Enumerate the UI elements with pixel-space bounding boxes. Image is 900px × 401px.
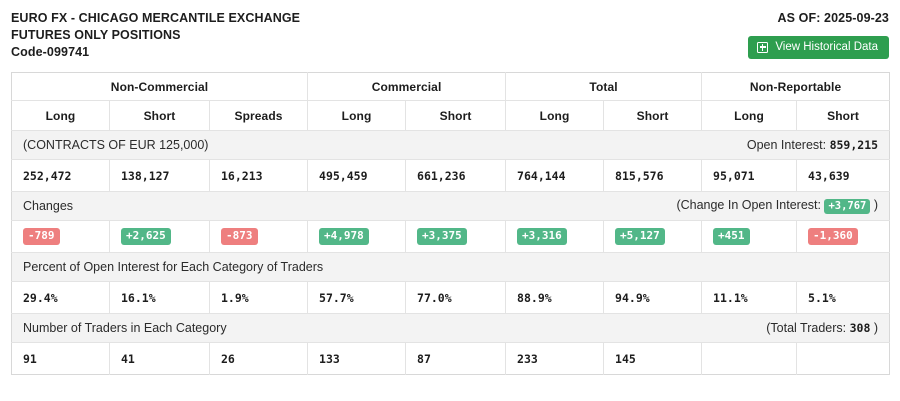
percent-cell-5: 88.9% xyxy=(505,281,605,314)
column-header-row: Long Short Spreads Long Short Long Short… xyxy=(11,100,890,131)
positions-cell-3: 495,459 xyxy=(307,159,407,192)
traders-cell-8 xyxy=(796,342,890,375)
percent-cell-7: 11.1% xyxy=(701,281,798,314)
as-of-date: AS OF: 2025-09-23 xyxy=(777,11,889,25)
change-badge-0: -789 xyxy=(23,228,60,245)
view-historical-data-button[interactable]: View Historical Data xyxy=(748,36,889,59)
positions-cell-6: 815,576 xyxy=(603,159,703,192)
percent-cell-0: 29.4% xyxy=(11,281,110,314)
traders-cell-7 xyxy=(701,342,798,375)
section-label-contracts: (CONTRACTS OF EUR 125,000) xyxy=(23,138,209,152)
positions-cell-7: 95,071 xyxy=(701,159,798,192)
open-interest-value: 859,215 xyxy=(829,138,879,152)
percent-cell-8: 5.1% xyxy=(796,281,890,314)
changes-cell-7: +451 xyxy=(701,220,798,253)
traders-cell-3: 133 xyxy=(307,342,407,375)
column-header-commercial-short: Short xyxy=(405,100,507,131)
changes-cell-6: +5,127 xyxy=(603,220,703,253)
section-label-percent: Percent of Open Interest for Each Catego… xyxy=(23,260,324,274)
section-label-changes: Changes xyxy=(23,199,74,213)
positions-cell-5: 764,144 xyxy=(505,159,605,192)
percent-cell-6: 94.9% xyxy=(603,281,703,314)
column-header-noncommercial-short: Short xyxy=(109,100,210,131)
changes-cell-1: +2,625 xyxy=(109,220,210,253)
group-header-total: Total xyxy=(505,72,703,101)
changes-cell-2: -873 xyxy=(209,220,309,253)
group-header-noncommercial: Non-Commercial xyxy=(11,72,309,101)
column-header-total-short: Short xyxy=(603,100,703,131)
total-traders-block: (Total Traders: 308 ) xyxy=(766,321,878,335)
total-traders-label: (Total Traders: xyxy=(766,321,847,335)
changes-cell-4: +3,375 xyxy=(405,220,507,253)
changes-cell-3: +4,978 xyxy=(307,220,407,253)
percent-row: 29.4% 16.1% 1.9% 57.7% 77.0% 88.9% 94.9%… xyxy=(11,281,890,314)
percent-cell-2: 1.9% xyxy=(209,281,309,314)
open-interest-label: Open Interest: xyxy=(746,138,827,152)
percent-cell-1: 16.1% xyxy=(109,281,210,314)
column-header-commercial-long: Long xyxy=(307,100,407,131)
change-badge-3: +4,978 xyxy=(319,228,369,245)
positions-row: 252,472 138,127 16,213 495,459 661,236 7… xyxy=(11,159,890,192)
change-open-interest-suffix: ) xyxy=(873,198,879,212)
changes-row: -789 +2,625 -873 +4,978 +3,375 +3,316 +5… xyxy=(11,220,890,253)
report-code: Code-099741 xyxy=(11,45,90,59)
change-badge-2: -873 xyxy=(221,228,258,245)
table-container: Non-Commercial Commercial Total Non-Repo… xyxy=(0,72,900,375)
change-badge-8: -1,360 xyxy=(808,228,858,245)
column-header-nonreportable-short: Short xyxy=(796,100,890,131)
open-interest-block: Open Interest: 859,215 xyxy=(747,138,878,152)
group-header-commercial: Commercial xyxy=(307,72,507,101)
positions-cell-2: 16,213 xyxy=(209,159,309,192)
change-badge-5: +3,316 xyxy=(517,228,567,245)
column-header-noncommercial-long: Long xyxy=(11,100,110,131)
percent-cell-4: 77.0% xyxy=(405,281,507,314)
positions-cell-0: 252,472 xyxy=(11,159,110,192)
view-historical-data-label: View Historical Data xyxy=(775,41,878,53)
total-traders-value: 308 xyxy=(849,321,871,335)
group-header-nonreportable: Non-Reportable xyxy=(701,72,890,101)
page-title: EURO FX - CHICAGO MERCANTILE EXCHANGE xyxy=(11,11,301,25)
positions-cell-1: 138,127 xyxy=(109,159,210,192)
traders-cell-1: 41 xyxy=(109,342,210,375)
traders-cell-4: 87 xyxy=(405,342,507,375)
total-traders-suffix: ) xyxy=(873,321,879,335)
cot-data-table: Non-Commercial Commercial Total Non-Repo… xyxy=(11,72,891,375)
change-open-interest-label: (Change In Open Interest: xyxy=(676,198,821,212)
traders-cell-5: 233 xyxy=(505,342,605,375)
section-row-percent: Percent of Open Interest for Each Catego… xyxy=(11,252,890,282)
changes-cell-5: +3,316 xyxy=(505,220,605,253)
changes-cell-0: -789 xyxy=(11,220,110,253)
traders-cell-0: 91 xyxy=(11,342,110,375)
changes-cell-8: -1,360 xyxy=(796,220,890,253)
section-label-traders: Number of Traders in Each Category xyxy=(23,321,227,335)
column-header-nonreportable-long: Long xyxy=(701,100,798,131)
calendar-plus-icon xyxy=(757,42,769,53)
change-open-interest-badge: +3,767 xyxy=(824,199,871,214)
change-badge-7: +451 xyxy=(713,228,750,245)
traders-cell-2: 26 xyxy=(209,342,309,375)
change-badge-4: +3,375 xyxy=(417,228,467,245)
report-header: EURO FX - CHICAGO MERCANTILE EXCHANGE FU… xyxy=(0,0,900,72)
section-row-contracts: (CONTRACTS OF EUR 125,000) Open Interest… xyxy=(11,130,890,160)
section-row-traders: Number of Traders in Each Category (Tota… xyxy=(11,313,890,343)
positions-cell-8: 43,639 xyxy=(796,159,890,192)
report-title-block: EURO FX - CHICAGO MERCANTILE EXCHANGE FU… xyxy=(11,10,889,61)
change-badge-1: +2,625 xyxy=(121,228,171,245)
group-header-row: Non-Commercial Commercial Total Non-Repo… xyxy=(11,72,890,101)
percent-cell-3: 57.7% xyxy=(307,281,407,314)
positions-cell-4: 661,236 xyxy=(405,159,507,192)
section-row-changes: Changes (Change In Open Interest: +3,767… xyxy=(11,191,890,221)
column-header-total-long: Long xyxy=(505,100,605,131)
column-header-noncommercial-spreads: Spreads xyxy=(209,100,309,131)
change-open-interest-block: (Change In Open Interest: +3,767 ) xyxy=(676,198,878,214)
traders-row: 91 41 26 133 87 233 145 xyxy=(11,342,890,375)
change-badge-6: +5,127 xyxy=(615,228,665,245)
traders-cell-6: 145 xyxy=(603,342,703,375)
report-subtitle: FUTURES ONLY POSITIONS xyxy=(11,28,181,42)
